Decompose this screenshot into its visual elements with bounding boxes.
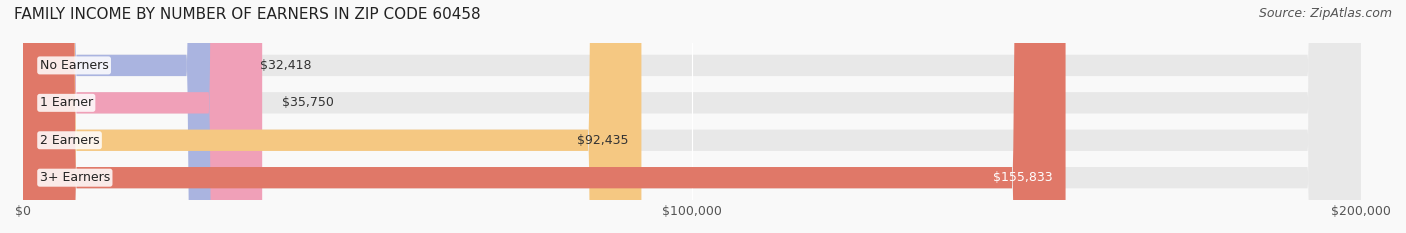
Text: 2 Earners: 2 Earners	[39, 134, 100, 147]
FancyBboxPatch shape	[22, 0, 1361, 233]
Text: $155,833: $155,833	[993, 171, 1052, 184]
Text: 1 Earner: 1 Earner	[39, 96, 93, 109]
FancyBboxPatch shape	[22, 0, 1361, 233]
FancyBboxPatch shape	[22, 0, 1361, 233]
FancyBboxPatch shape	[22, 0, 262, 233]
Text: $92,435: $92,435	[576, 134, 628, 147]
Text: Source: ZipAtlas.com: Source: ZipAtlas.com	[1258, 7, 1392, 20]
Text: No Earners: No Earners	[39, 59, 108, 72]
FancyBboxPatch shape	[22, 0, 1361, 233]
Text: $35,750: $35,750	[283, 96, 335, 109]
FancyBboxPatch shape	[22, 0, 641, 233]
Text: 3+ Earners: 3+ Earners	[39, 171, 110, 184]
Text: $32,418: $32,418	[260, 59, 312, 72]
FancyBboxPatch shape	[22, 0, 240, 233]
FancyBboxPatch shape	[22, 0, 1066, 233]
Text: FAMILY INCOME BY NUMBER OF EARNERS IN ZIP CODE 60458: FAMILY INCOME BY NUMBER OF EARNERS IN ZI…	[14, 7, 481, 22]
